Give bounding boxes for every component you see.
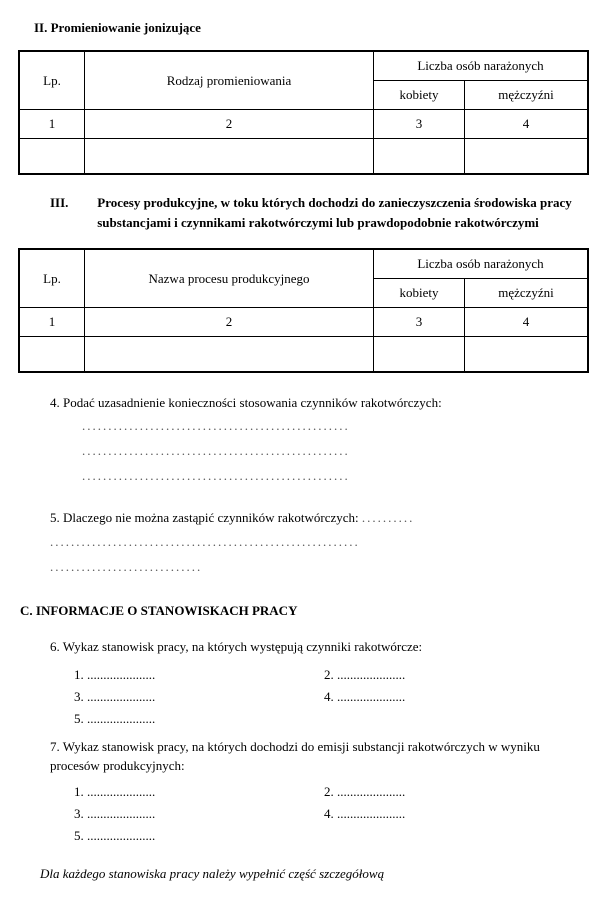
- table2-header-name: Rodzaj promieniowania: [85, 51, 374, 110]
- item-7-pairs: 1. ..................... 2. ............…: [74, 784, 589, 844]
- item-6-p4: 4. .....................: [324, 689, 574, 705]
- table3-r1c3: 3: [374, 308, 465, 337]
- item-5-dots-2: .............................: [50, 559, 202, 574]
- table3-header-name: Nazwa procesu produkcyjnego: [85, 249, 374, 308]
- item-7-text: 7. Wykaz stanowisk pracy, na których doc…: [50, 737, 589, 776]
- item-7-p1: 1. .....................: [74, 784, 324, 800]
- item-6-p2: 2. .....................: [324, 667, 574, 683]
- table2-header-group: Liczba osób narażonych: [374, 51, 589, 81]
- section-c-heading: C. INFORMACJE O STANOWISKACH PRACY: [20, 603, 589, 619]
- table3-r1c4: 4: [465, 308, 588, 337]
- item-7-p2: 2. .....................: [324, 784, 574, 800]
- item-7-p5: 5. .....................: [74, 828, 324, 844]
- item-6-p5: 5. .....................: [74, 711, 324, 727]
- table3-r1c1: 1: [19, 308, 85, 337]
- section-3-heading: III. Procesy produkcyjne, w toku których…: [50, 193, 589, 232]
- item-5: 5. Dlaczego nie można zastąpić czynników…: [50, 506, 589, 579]
- section-2-heading: II. Promieniowanie jonizujące: [34, 20, 589, 36]
- table3-header-group: Liczba osób narażonych: [374, 249, 589, 279]
- item-4: 4. Podać uzasadnienie konieczności stoso…: [50, 391, 589, 488]
- section-3-text: Procesy produkcyjne, w toku których doch…: [97, 193, 577, 232]
- section-3-num: III.: [50, 193, 94, 213]
- table2-header-women: kobiety: [374, 81, 465, 110]
- item-5-line: 5. Dlaczego nie można zastąpić czynników…: [50, 506, 589, 529]
- table3-empty-row: [19, 337, 588, 373]
- table2-header-lp: Lp.: [19, 51, 85, 110]
- item-4-dots-3: ........................................…: [82, 468, 350, 483]
- table3-header-lp: Lp.: [19, 249, 85, 308]
- item-7-p3: 3. .....................: [74, 806, 324, 822]
- item-6-text: 6. Wykaz stanowisk pracy, na których wys…: [50, 635, 589, 658]
- table3-header-men: mężczyźni: [465, 279, 588, 308]
- table2-r1c1: 1: [19, 110, 85, 139]
- item-4-dots-2: ........................................…: [82, 443, 350, 458]
- item-6-p3: 3. .....................: [74, 689, 324, 705]
- table2-r1c3: 3: [374, 110, 465, 139]
- footnote: Dla każdego stanowiska pracy należy wype…: [40, 866, 589, 882]
- table2-r1c4: 4: [465, 110, 588, 139]
- item-6-pairs: 1. ..................... 2. ............…: [74, 667, 589, 727]
- item-5-dots-1: ........................................…: [50, 534, 360, 549]
- item-6: 6. Wykaz stanowisk pracy, na których wys…: [50, 635, 589, 658]
- table3-header-women: kobiety: [374, 279, 465, 308]
- item-5-tail: ..........: [362, 506, 415, 529]
- item-4-text: 4. Podać uzasadnienie konieczności stoso…: [50, 391, 589, 414]
- item-7: 7. Wykaz stanowisk pracy, na których doc…: [50, 737, 589, 776]
- table2-r1c2: 2: [85, 110, 374, 139]
- table2-header-men: mężczyźni: [465, 81, 588, 110]
- item-4-dots-1: ........................................…: [82, 418, 350, 433]
- section-2-table: Lp. Rodzaj promieniowania Liczba osób na…: [18, 50, 589, 175]
- section-3-table: Lp. Nazwa procesu produkcyjnego Liczba o…: [18, 248, 589, 373]
- item-6-p1: 1. .....................: [74, 667, 324, 683]
- table3-r1c2: 2: [85, 308, 374, 337]
- item-5-text: 5. Dlaczego nie można zastąpić czynników…: [50, 510, 362, 525]
- item-7-p4: 4. .....................: [324, 806, 574, 822]
- table2-empty-row: [19, 139, 588, 175]
